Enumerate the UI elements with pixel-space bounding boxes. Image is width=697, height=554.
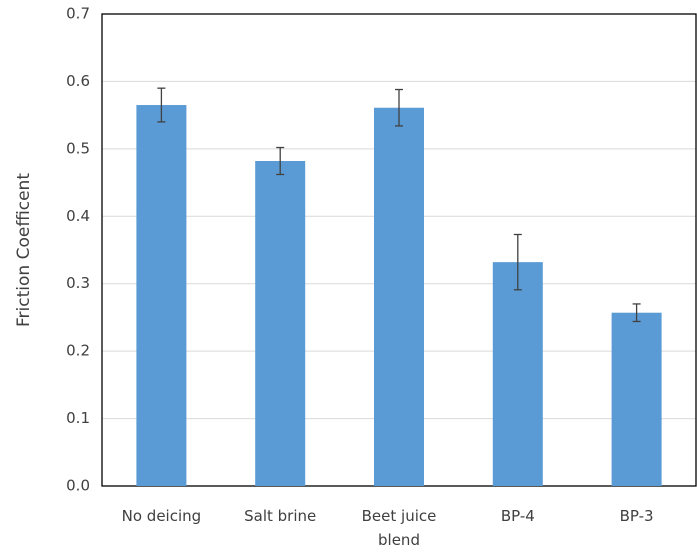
error-bar — [157, 87, 166, 123]
y-tick-label: 0.7 — [66, 5, 90, 23]
x-tick-label: BP-4 — [500, 507, 535, 525]
bar — [374, 107, 424, 487]
error-bar — [276, 146, 285, 176]
bar — [136, 105, 187, 487]
x-tick-label: BP-3 — [619, 507, 654, 525]
error-bar — [395, 88, 403, 127]
y-tick-label: 0.4 — [66, 207, 90, 225]
y-tick-label: 0.2 — [66, 342, 90, 360]
y-tick-label: 0.0 — [66, 477, 90, 495]
y-tick-label: 0.5 — [66, 139, 90, 157]
y-tick-label: 0.1 — [66, 409, 90, 427]
bar — [492, 262, 543, 486]
error-bar — [632, 303, 641, 323]
y-axis-label: Friction Coefficent — [14, 173, 34, 327]
x-tick-label: Beet juice blend — [361, 507, 437, 549]
y-tick-label: 0.3 — [66, 274, 90, 292]
y-tick-label: 0.6 — [66, 72, 90, 90]
bar — [611, 312, 662, 486]
x-tick-label: No deicing — [121, 507, 202, 525]
error-bar — [513, 233, 522, 291]
x-tick-label: Salt brine — [244, 507, 317, 525]
bar — [255, 160, 306, 486]
